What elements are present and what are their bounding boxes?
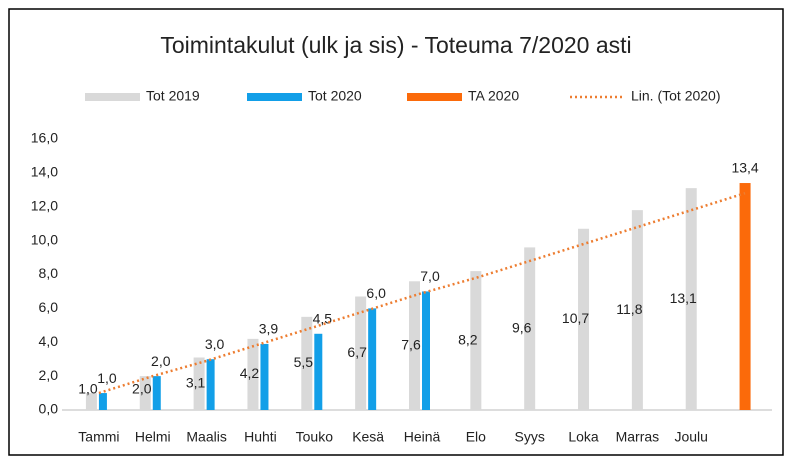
bar	[314, 333, 323, 410]
data-label: 7,6	[401, 336, 421, 352]
data-label: 11,8	[616, 301, 642, 317]
data-label: 6,0	[366, 285, 386, 301]
legend-swatch	[247, 93, 302, 101]
x-tick-label: Maalis	[186, 429, 226, 445]
data-label: 9,6	[512, 319, 532, 335]
y-tick-label: 2,0	[39, 367, 59, 383]
bar	[85, 393, 97, 410]
legend-label: TA 2020	[468, 88, 519, 104]
y-tick-label: 4,0	[39, 333, 59, 349]
bar	[524, 247, 536, 410]
x-tick-label: Elo	[466, 429, 486, 445]
bar	[301, 316, 313, 410]
y-tick-label: 12,0	[31, 197, 58, 213]
data-label: 3,9	[259, 321, 279, 337]
x-tick-label: Marras	[616, 429, 660, 445]
x-tick-label: Huhti	[244, 429, 277, 445]
data-label: 10,7	[562, 310, 589, 326]
bar	[422, 291, 430, 410]
x-tick-label: Loka	[568, 429, 599, 445]
data-label: 1,0	[97, 370, 117, 386]
bar	[578, 228, 590, 410]
data-label: 13,1	[670, 290, 697, 306]
bar	[139, 376, 151, 410]
y-tick-label: 6,0	[39, 299, 59, 315]
y-tick-label: 8,0	[39, 265, 59, 281]
bar	[260, 343, 269, 410]
legend-swatch	[85, 93, 140, 101]
bar	[193, 357, 205, 410]
legend-label: Tot 2020	[308, 88, 362, 104]
data-label: 3,1	[186, 374, 206, 390]
bar	[631, 210, 643, 410]
legend-swatch	[407, 93, 462, 101]
x-tick-label: Heinä	[404, 429, 441, 445]
y-tick-label: 0,0	[39, 401, 59, 417]
chart-title: Toimintakulut (ulk ja sis) - Toteuma 7/2…	[160, 32, 631, 58]
bar	[368, 308, 377, 410]
data-label: 4,2	[240, 365, 260, 381]
bar	[470, 271, 482, 410]
bar	[206, 359, 215, 410]
x-tick-label: Tammi	[78, 429, 119, 445]
x-tick-label: Joulu	[674, 429, 707, 445]
y-tick-label: 14,0	[31, 164, 58, 180]
data-label: 7,0	[420, 268, 440, 284]
legend-label: Lin. (Tot 2020)	[631, 88, 721, 104]
x-tick-label: Helmi	[135, 429, 171, 445]
bar	[409, 281, 420, 410]
bar	[247, 338, 259, 410]
data-label: 6,7	[347, 344, 367, 360]
x-tick-label: Touko	[296, 429, 334, 445]
y-tick-label: 10,0	[31, 231, 58, 247]
data-label: 13,4	[731, 160, 758, 176]
data-label: 1,0	[78, 381, 98, 397]
bar	[739, 183, 751, 410]
data-label: 8,2	[458, 331, 478, 347]
bar	[685, 188, 697, 410]
data-label: 4,5	[313, 310, 333, 326]
y-tick-label: 16,0	[31, 130, 58, 146]
x-tick-label: Syys	[515, 429, 545, 445]
legend-label: Tot 2019	[146, 88, 200, 104]
x-tick-label: Kesä	[352, 429, 384, 445]
bar	[152, 376, 161, 410]
bar	[355, 296, 367, 410]
data-label: 2,0	[132, 381, 152, 397]
data-label: 3,0	[205, 336, 225, 352]
bar	[98, 393, 107, 410]
data-label: 2,0	[151, 353, 171, 369]
data-label: 5,5	[294, 354, 314, 370]
chart-border	[8, 8, 784, 456]
